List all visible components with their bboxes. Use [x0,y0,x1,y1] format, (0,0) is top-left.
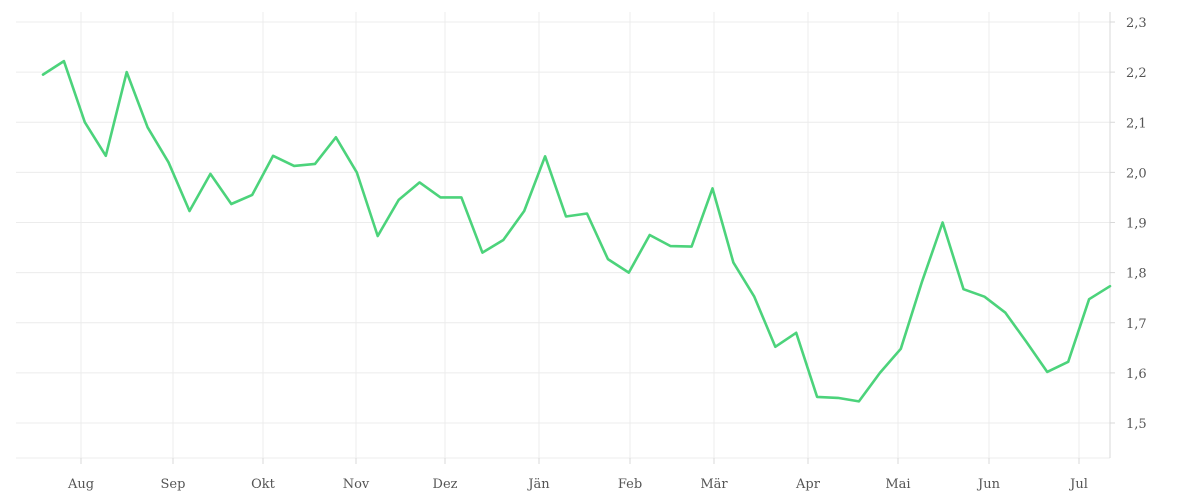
y-tick-label: 2,1 [1126,116,1147,131]
x-tick-label: Mai [885,477,910,492]
y-tick-label: 1,5 [1126,417,1147,432]
series-line [41,59,1112,403]
grid-layer [16,12,1110,459]
x-tick-label: Sep [161,477,186,492]
x-tick-label: Aug [67,477,94,492]
x-tick-label: Jun [976,477,1001,492]
label-layer: 1,5 1,6 1,7 1,8 1,9 2,0 2,1 2,2 2,3 Aug Sep Okt Nov D… [67,16,1147,492]
y-tick-label: 1,9 [1126,217,1147,232]
x-tick-label: Jän [526,477,550,492]
x-tick-label: Okt [251,477,276,492]
y-tick-label: 1,6 [1126,367,1147,382]
x-tick-label: Jul [1068,477,1088,492]
y-tick-label: 2,0 [1126,166,1147,181]
y-tick-label: 1,7 [1126,317,1147,332]
axis-layer [80,12,1115,464]
x-tick-label: Dez [433,477,458,492]
x-tick-label: Apr [795,477,821,492]
x-tick-label: Mär [700,477,728,492]
y-tick-label: 2,2 [1126,66,1147,81]
x-tick-label: Nov [343,477,370,492]
y-tick-label: 2,3 [1126,16,1147,31]
y-tick-label: 1,8 [1126,267,1147,282]
series-layer [41,59,1112,403]
x-tick-label: Feb [618,477,642,492]
